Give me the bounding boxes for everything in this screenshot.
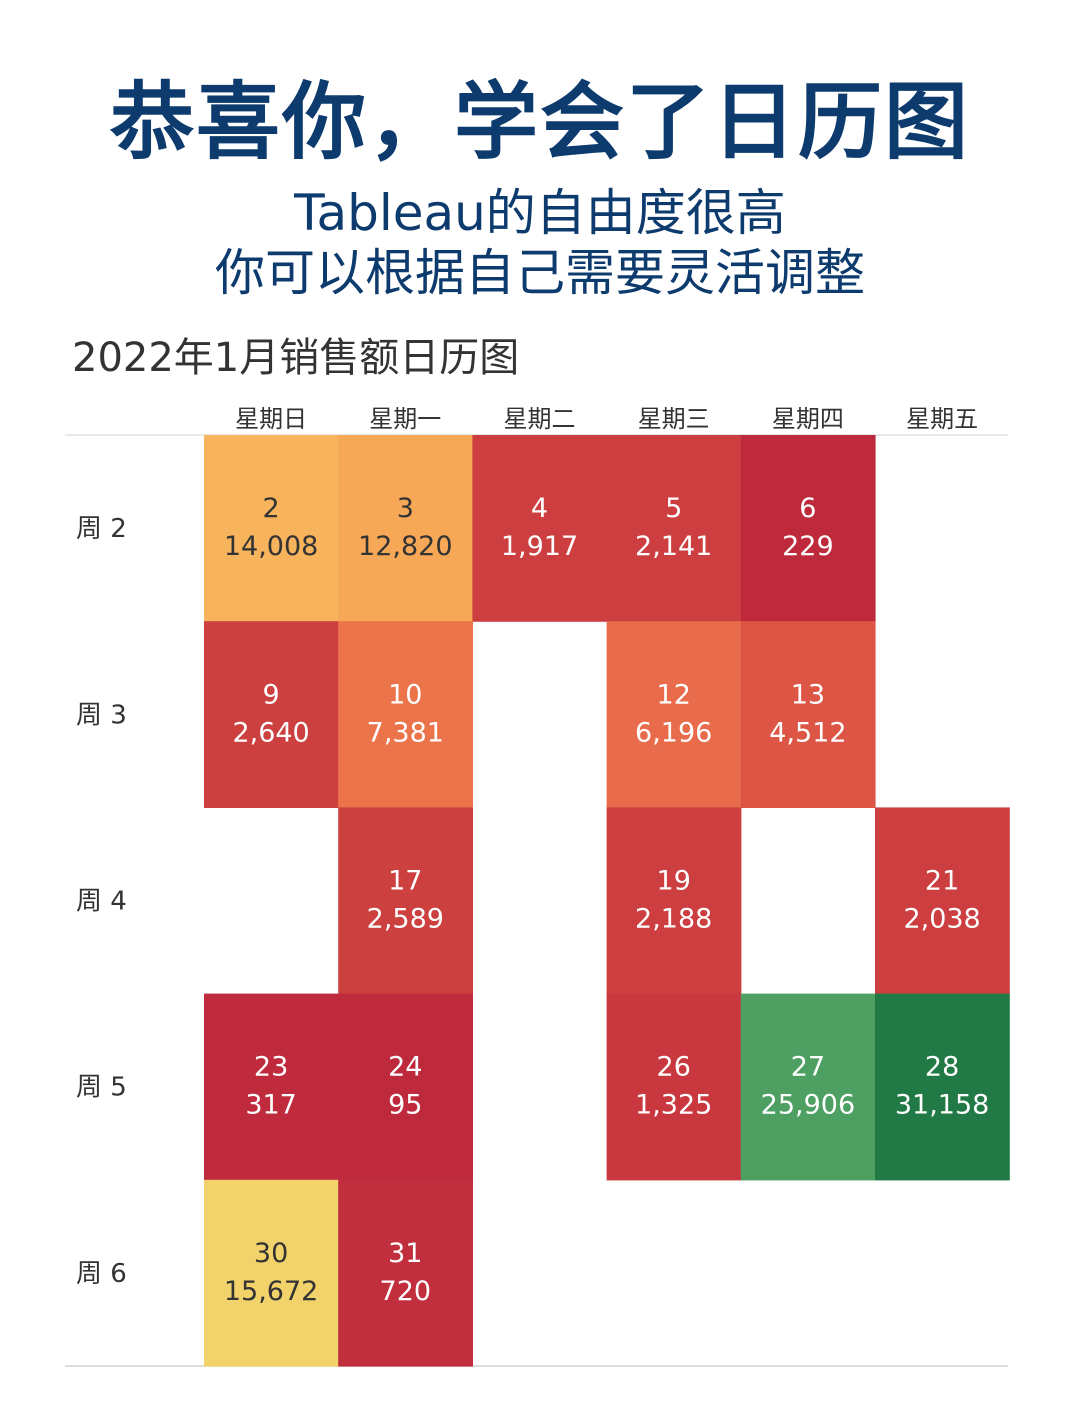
cell-rect — [740, 621, 876, 808]
cell-rect — [338, 621, 473, 808]
calendar-cell: 3 12,820 — [338, 435, 473, 622]
cell-value: 2,589 — [367, 904, 444, 935]
cell-rect — [740, 435, 876, 622]
cell-rect — [606, 807, 742, 995]
calendar-cell: 2 14,008 — [204, 435, 339, 622]
subtitle-line-2: 你可以根据自己需要灵活调整 — [215, 244, 865, 302]
cell-day: 30 — [254, 1238, 288, 1269]
calendar-cell: 19 2,188 — [606, 807, 742, 995]
cell-rect — [606, 993, 742, 1181]
cell-rect — [875, 993, 1010, 1181]
chart-title: 2022年1月销售额日历图 — [72, 335, 520, 381]
calendar-cell: 21 2,038 — [875, 807, 1010, 995]
calendar-cell: 12 6,196 — [606, 621, 742, 808]
cell-value: 14,008 — [224, 531, 318, 562]
calendar-cell: 28 31,158 — [875, 993, 1010, 1181]
cell-day: 4 — [531, 493, 548, 524]
cell-rect — [338, 1179, 473, 1367]
cell-value: 4,512 — [769, 717, 846, 748]
cell-rect — [338, 435, 473, 622]
cell-day: 21 — [925, 866, 959, 897]
cell-rect — [204, 993, 339, 1181]
column-headers: 星期日 星期一 星期二 星期三 星期四 星期五 — [235, 405, 978, 433]
cell-value: 12,820 — [358, 531, 452, 562]
calendar-cells: 214,008312,82041,91752,141622992,640107,… — [204, 435, 1010, 1367]
row-label: 周 2 — [76, 514, 127, 544]
cell-rect — [875, 807, 1010, 995]
row-label: 周 3 — [76, 700, 127, 730]
cell-day: 10 — [388, 679, 422, 710]
cell-rect — [338, 807, 473, 995]
cell-rect — [204, 435, 339, 622]
cell-day: 5 — [665, 493, 682, 524]
cell-value: 1,325 — [635, 1090, 712, 1121]
subtitle-line-1: Tableau的自由度很高 — [294, 184, 786, 242]
cell-rect — [204, 621, 339, 808]
cell-rect — [204, 1179, 339, 1367]
column-header: 星期四 — [772, 405, 844, 433]
cell-day: 6 — [799, 493, 816, 524]
calendar-cell: 26 1,325 — [606, 993, 742, 1181]
cell-rect — [606, 435, 742, 622]
cell-day: 24 — [388, 1052, 422, 1083]
calendar-cell: 27 25,906 — [740, 993, 876, 1181]
cell-value: 2,188 — [635, 904, 712, 935]
row-labels: 周 2 周 3 周 4 周 5 周 6 — [76, 514, 127, 1289]
calendar-cell: 4 1,917 — [472, 435, 608, 622]
cell-value: 2,038 — [903, 904, 980, 935]
cell-day: 23 — [254, 1052, 288, 1083]
cell-value: 7,381 — [367, 717, 444, 748]
cell-value: 229 — [782, 531, 834, 562]
cell-day: 26 — [657, 1052, 691, 1083]
calendar-cell: 10 7,381 — [338, 621, 473, 808]
row-label: 周 4 — [76, 887, 127, 917]
cell-value: 2,141 — [635, 531, 712, 562]
cell-day: 2 — [263, 493, 280, 524]
calendar-cell: 13 4,512 — [740, 621, 876, 808]
row-label: 周 6 — [76, 1259, 127, 1289]
calendar-cell: 30 15,672 — [204, 1179, 339, 1367]
page-title: 恭喜你，学会了日历图 — [109, 73, 970, 171]
cell-value: 25,906 — [761, 1090, 855, 1121]
cell-day: 27 — [791, 1052, 825, 1083]
cell-value: 95 — [388, 1090, 422, 1121]
row-label: 周 5 — [76, 1073, 127, 1103]
cell-value: 317 — [245, 1090, 297, 1121]
column-header: 星期二 — [504, 405, 576, 433]
column-header: 星期五 — [906, 405, 978, 433]
cell-day: 9 — [263, 679, 280, 710]
cell-day: 28 — [925, 1052, 959, 1083]
cell-day: 17 — [388, 866, 422, 897]
column-header: 星期一 — [369, 405, 441, 433]
cell-value: 6,196 — [635, 717, 712, 748]
cell-day: 12 — [657, 679, 691, 710]
cell-day: 31 — [388, 1238, 422, 1269]
cell-rect — [606, 621, 742, 808]
cell-rect — [338, 993, 473, 1181]
cell-value: 1,917 — [501, 531, 578, 562]
column-header: 星期日 — [235, 405, 307, 433]
calendar-cell: 5 2,141 — [606, 435, 742, 622]
calendar-cell: 9 2,640 — [204, 621, 339, 808]
cell-day: 13 — [791, 679, 825, 710]
cell-value: 2,640 — [232, 717, 309, 748]
cell-value: 15,672 — [224, 1276, 318, 1307]
cell-value: 31,158 — [895, 1090, 989, 1121]
cell-day: 3 — [397, 493, 414, 524]
cell-rect — [472, 435, 608, 622]
cell-value: 720 — [380, 1276, 432, 1307]
calendar-cell: 17 2,589 — [338, 807, 473, 995]
cell-rect — [740, 993, 876, 1181]
cell-day: 19 — [657, 866, 691, 897]
column-header: 星期三 — [638, 405, 710, 433]
